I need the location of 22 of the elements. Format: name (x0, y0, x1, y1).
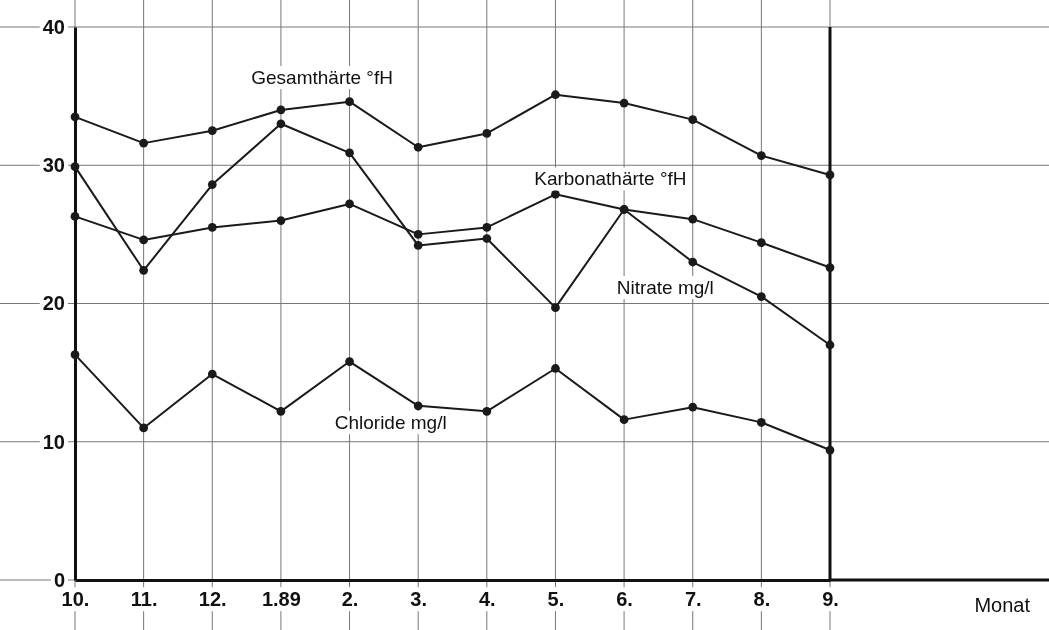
x-tick-label: 6. (616, 588, 633, 611)
x-tick-label: 1.89 (261, 588, 301, 611)
x-tick-label: 12. (198, 588, 227, 611)
series-label: Gesamthärte °fH (251, 66, 393, 88)
text: Monat (974, 594, 1031, 617)
x-tick-label: 11. (130, 588, 158, 611)
x-tick-label: 3. (410, 588, 428, 611)
series-label: Nitrate mg/l (616, 277, 714, 299)
y-tick-label: 0 (53, 568, 65, 591)
x-tick-label: 9. (822, 588, 839, 611)
y-tick-label: 10 (42, 430, 65, 453)
y-tick-label: 30 (42, 154, 65, 177)
series-label: Chloride mg/l (334, 412, 447, 434)
x-tick-label: 2. (341, 588, 359, 611)
x-tick-label: 5. (547, 588, 565, 611)
x-tick-label: 8. (753, 588, 771, 611)
x-tick-label: 4. (478, 588, 496, 611)
y-tick-label: 20 (42, 292, 65, 315)
series-label: Karbonathärte °fH (534, 168, 687, 190)
x-tick-label: 10. (61, 588, 90, 611)
x-tick-label: 7. (684, 588, 702, 611)
y-tick-label: 40 (42, 15, 65, 38)
